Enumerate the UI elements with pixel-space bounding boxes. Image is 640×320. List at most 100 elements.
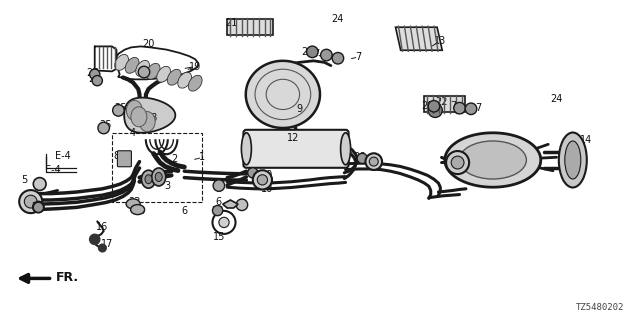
- Text: FR.: FR.: [56, 271, 79, 284]
- Text: 7: 7: [314, 49, 320, 59]
- Circle shape: [248, 168, 258, 178]
- Text: 28: 28: [301, 47, 314, 57]
- Ellipse shape: [460, 141, 526, 179]
- Circle shape: [321, 49, 332, 61]
- Ellipse shape: [131, 107, 147, 127]
- Polygon shape: [396, 27, 442, 50]
- Text: 8: 8: [113, 151, 120, 161]
- Circle shape: [332, 52, 344, 64]
- Text: 24: 24: [332, 13, 344, 24]
- Polygon shape: [223, 200, 238, 208]
- Circle shape: [90, 234, 100, 244]
- Ellipse shape: [127, 100, 143, 120]
- Circle shape: [451, 156, 464, 169]
- Ellipse shape: [156, 172, 162, 181]
- Circle shape: [99, 244, 106, 252]
- Text: 24: 24: [550, 93, 563, 104]
- Text: 25: 25: [142, 66, 155, 76]
- Ellipse shape: [140, 112, 156, 132]
- Ellipse shape: [559, 132, 587, 188]
- Circle shape: [113, 105, 124, 116]
- Text: 23: 23: [133, 205, 146, 216]
- Circle shape: [357, 153, 367, 164]
- Polygon shape: [227, 19, 273, 35]
- Text: 28: 28: [421, 100, 434, 111]
- Ellipse shape: [115, 54, 129, 70]
- Text: 21: 21: [225, 18, 238, 28]
- Text: 26: 26: [211, 205, 224, 216]
- Circle shape: [138, 66, 150, 78]
- Text: 25: 25: [99, 120, 112, 131]
- Text: 23: 23: [128, 197, 141, 207]
- Circle shape: [90, 69, 100, 79]
- Text: 25: 25: [114, 103, 127, 113]
- Text: 5: 5: [21, 175, 28, 185]
- Circle shape: [307, 46, 318, 58]
- Text: 11: 11: [481, 161, 494, 171]
- Circle shape: [33, 202, 44, 212]
- Text: 9: 9: [296, 104, 303, 114]
- Text: 1: 1: [199, 152, 205, 163]
- Text: 16: 16: [96, 222, 109, 232]
- Circle shape: [428, 103, 442, 117]
- Text: 7: 7: [355, 52, 362, 62]
- FancyBboxPatch shape: [243, 130, 349, 168]
- Ellipse shape: [125, 58, 139, 73]
- Ellipse shape: [146, 63, 160, 79]
- Polygon shape: [124, 98, 175, 133]
- Text: 27: 27: [88, 74, 101, 84]
- Text: 7: 7: [450, 100, 456, 111]
- Circle shape: [212, 205, 223, 216]
- Text: 14: 14: [579, 135, 592, 145]
- Circle shape: [253, 170, 272, 189]
- Ellipse shape: [178, 72, 191, 88]
- Circle shape: [19, 190, 42, 213]
- Ellipse shape: [126, 199, 140, 209]
- Circle shape: [24, 195, 37, 208]
- Text: TZ5480202: TZ5480202: [575, 303, 624, 312]
- Circle shape: [465, 103, 477, 115]
- Ellipse shape: [167, 69, 181, 85]
- Circle shape: [446, 151, 469, 174]
- Text: E-4: E-4: [55, 151, 70, 161]
- Circle shape: [92, 76, 102, 86]
- Ellipse shape: [188, 75, 202, 91]
- FancyBboxPatch shape: [117, 151, 131, 167]
- Ellipse shape: [564, 141, 581, 179]
- Text: 22: 22: [435, 97, 448, 107]
- Text: 13: 13: [434, 36, 447, 46]
- Circle shape: [236, 199, 248, 211]
- Ellipse shape: [152, 168, 166, 186]
- Text: 12: 12: [287, 133, 300, 143]
- Text: 2: 2: [172, 154, 178, 164]
- Text: 19: 19: [189, 61, 202, 72]
- Text: 26: 26: [31, 202, 44, 212]
- Circle shape: [33, 178, 46, 190]
- Circle shape: [454, 102, 465, 114]
- Text: E-4: E-4: [45, 165, 60, 175]
- Text: 26: 26: [353, 152, 366, 163]
- Circle shape: [257, 175, 268, 185]
- Circle shape: [33, 201, 44, 213]
- Text: 10: 10: [261, 170, 274, 180]
- Text: 6: 6: [181, 206, 188, 216]
- Text: 20: 20: [142, 39, 155, 49]
- Text: 6: 6: [216, 197, 222, 207]
- Text: 10: 10: [261, 184, 274, 194]
- Text: 18: 18: [146, 113, 159, 123]
- Circle shape: [219, 217, 229, 228]
- Text: 7: 7: [476, 103, 482, 113]
- Text: 3: 3: [164, 180, 171, 191]
- Ellipse shape: [157, 66, 171, 82]
- Circle shape: [428, 100, 440, 112]
- Text: 15: 15: [212, 232, 225, 242]
- Polygon shape: [424, 96, 465, 112]
- Circle shape: [213, 180, 225, 191]
- Ellipse shape: [136, 60, 150, 76]
- Text: 17: 17: [101, 239, 114, 249]
- Ellipse shape: [340, 133, 351, 165]
- Ellipse shape: [141, 170, 156, 188]
- Text: 27: 27: [86, 68, 99, 78]
- Circle shape: [365, 153, 382, 170]
- Text: 4: 4: [130, 128, 136, 138]
